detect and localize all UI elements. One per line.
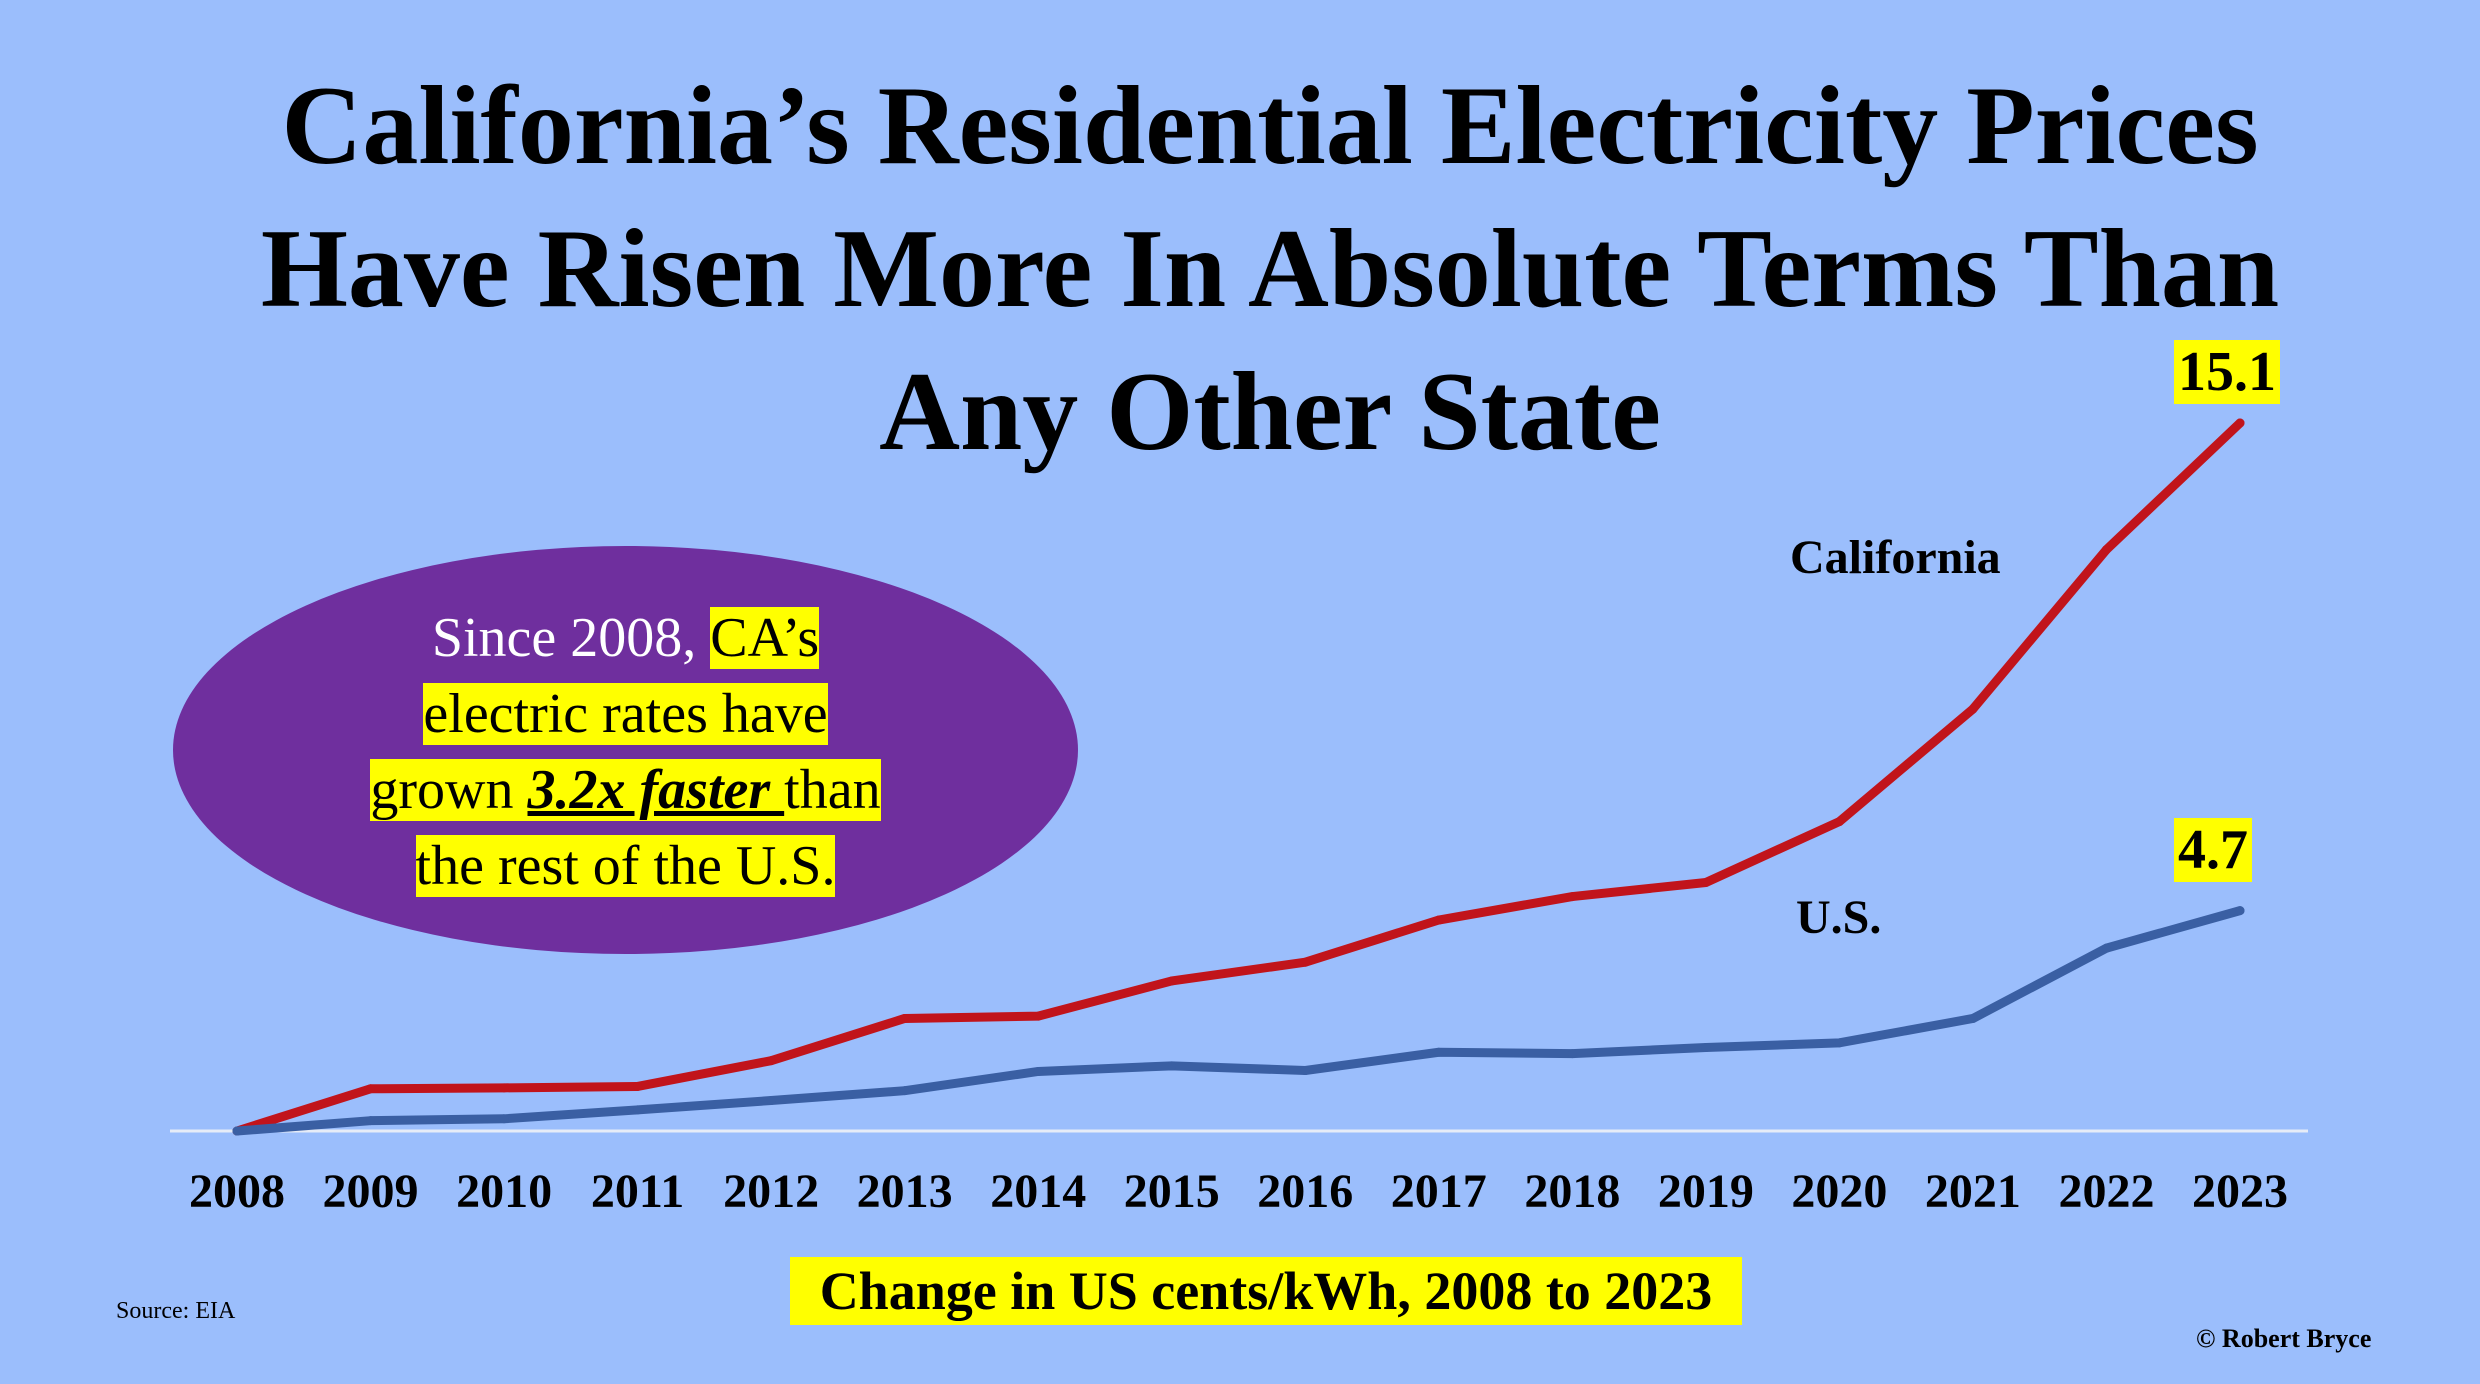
callout-highlight: electric rates have [423, 683, 828, 745]
x-tick-label: 2010 [456, 1165, 552, 1218]
x-tick-label: 2017 [1391, 1165, 1487, 1218]
title-line: Any Other State [879, 350, 1661, 474]
data-point [1834, 1038, 1844, 1048]
end-value-california: 15.1 [2174, 340, 2280, 404]
series-label-us: U.S. [1796, 891, 1882, 944]
data-point [1167, 976, 1177, 986]
callout-highlight: than [784, 759, 881, 821]
x-tick-label: 2015 [1124, 1165, 1220, 1218]
x-tick-label: 2018 [1524, 1165, 1620, 1218]
data-point [1701, 1043, 1711, 1053]
callout-highlight: the rest of the U.S. [415, 835, 836, 897]
data-point [232, 1126, 242, 1136]
title-line: Have Risen More In Absolute Terms Than [260, 207, 2280, 331]
data-point [366, 1084, 376, 1094]
data-point [1701, 877, 1711, 887]
data-point [1567, 892, 1577, 902]
data-point [1033, 1066, 1043, 1076]
x-tick-label: 2022 [2058, 1165, 2154, 1218]
data-point [366, 1116, 376, 1126]
x-axis-label: Change in US cents/kWh, 2008 to 2023 [790, 1257, 1742, 1325]
title-line: California’s Residential Electricity Pri… [281, 64, 2259, 188]
data-point [1968, 704, 1978, 714]
callout-text-part: Since 2008, [431, 607, 711, 669]
x-tick-label: 2008 [189, 1165, 285, 1218]
callout-highlight: grown [370, 759, 528, 821]
series-label-california: California [1790, 531, 2001, 584]
x-tick-label: 2012 [723, 1165, 819, 1218]
x-tick-label: 2014 [990, 1165, 1086, 1218]
x-tick-label: 2021 [1925, 1165, 2021, 1218]
x-tick-label: 2019 [1658, 1165, 1754, 1218]
data-point [1968, 1013, 1978, 1023]
chart-title: California’s Residential Electricity Pri… [100, 55, 2440, 484]
x-tick-label: 2009 [323, 1165, 419, 1218]
data-point [1434, 915, 1444, 925]
data-point [1167, 1061, 1177, 1071]
data-point [2101, 943, 2111, 953]
data-point [499, 1083, 509, 1093]
callout-emphasis: 3.2x faster [527, 759, 785, 821]
data-point [1434, 1047, 1444, 1057]
callout-text: Since 2008, CA’s electric rates have gro… [173, 600, 1078, 904]
x-tick-label: 2020 [1791, 1165, 1887, 1218]
copyright-credit: © Robert Bryce [2196, 1324, 2372, 1353]
data-point [633, 1105, 643, 1115]
source-note: Source: EIA [116, 1298, 236, 1324]
x-tick-labels: 2008 2009 2010 2011 2012 2013 2014 2015 2016 2017… [189, 1165, 2288, 1218]
data-point [1033, 1011, 1043, 1021]
end-value-us: 4.7 [2174, 818, 2252, 882]
data-point [1834, 817, 1844, 827]
data-point [2235, 906, 2245, 916]
data-point [633, 1081, 643, 1091]
x-tick-label: 2011 [591, 1165, 684, 1218]
data-point [2101, 545, 2111, 555]
x-tick-label: 2016 [1257, 1165, 1353, 1218]
data-point [1300, 1066, 1310, 1076]
series-layer [232, 418, 2245, 1136]
series-line-california [232, 418, 2245, 1136]
data-point [1300, 957, 1310, 967]
data-point [499, 1114, 509, 1124]
data-point [766, 1096, 776, 1106]
data-point [1567, 1049, 1577, 1059]
x-tick-label: 2013 [857, 1165, 953, 1218]
data-point [2235, 418, 2245, 428]
callout-highlight: CA’s [710, 607, 820, 669]
data-point [766, 1056, 776, 1066]
data-point [900, 1013, 910, 1023]
x-tick-label: 2023 [2192, 1165, 2288, 1218]
series-line-us [232, 906, 2245, 1136]
data-point [900, 1086, 910, 1096]
